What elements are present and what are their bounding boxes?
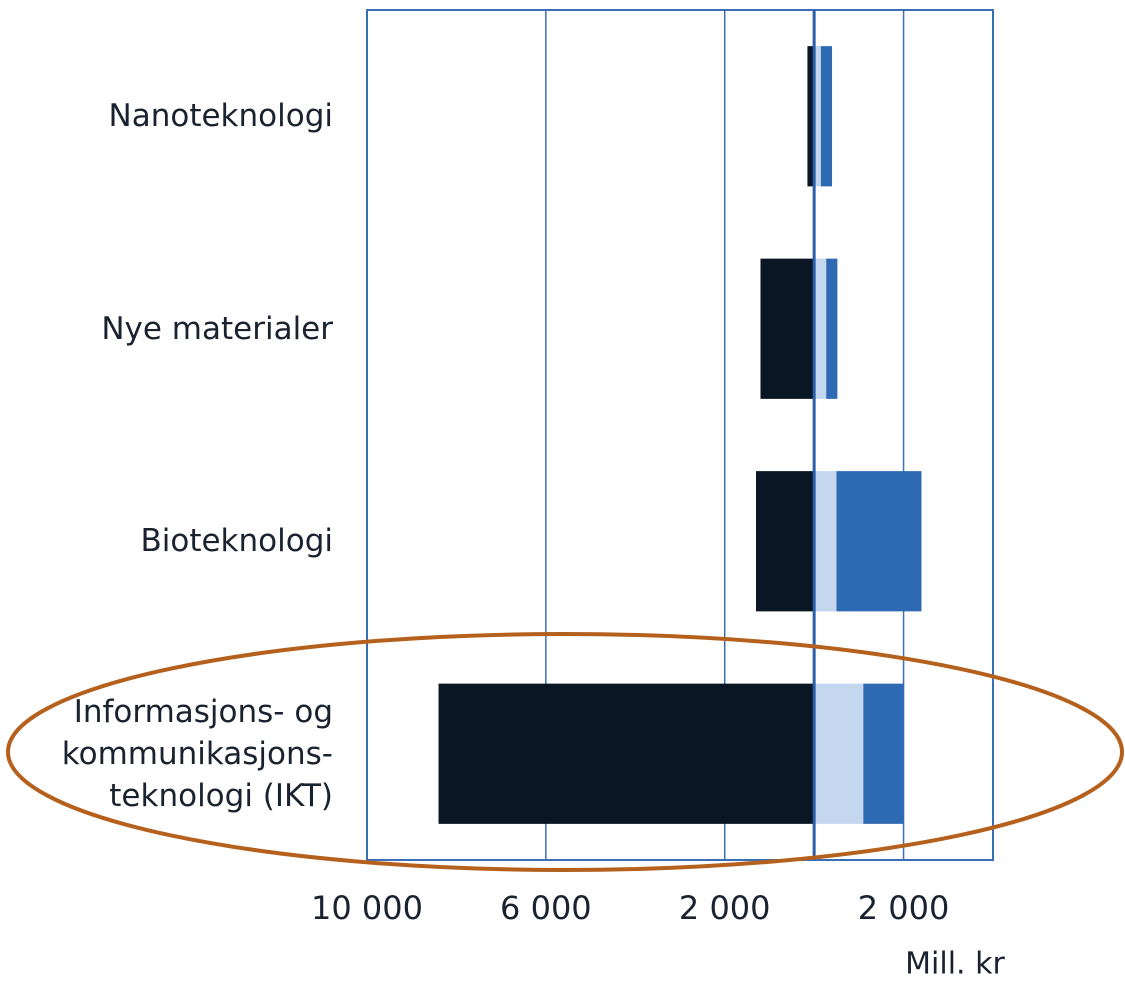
bar bbox=[863, 683, 904, 824]
y-tick-label: Bioteknologi bbox=[140, 523, 333, 560]
bar bbox=[836, 471, 922, 612]
x-tick-label: 2 000 bbox=[858, 889, 950, 927]
bar bbox=[760, 258, 815, 399]
y-tick-label: Nanoteknologi bbox=[108, 98, 333, 135]
bar bbox=[820, 46, 833, 187]
bar bbox=[438, 683, 815, 824]
x-axis-label: Mill. kr bbox=[905, 947, 1005, 981]
bar bbox=[826, 258, 838, 399]
bar bbox=[814, 46, 821, 187]
y-tick-label: Nye materialer bbox=[101, 310, 333, 347]
bar bbox=[756, 471, 815, 612]
bar bbox=[814, 471, 837, 612]
x-tick-label: 10 000 bbox=[311, 889, 423, 927]
x-tick-label: 2 000 bbox=[679, 889, 771, 927]
y-tick-label: Informasjons- og kommunikasjons- teknolo… bbox=[61, 693, 333, 814]
bar bbox=[807, 46, 815, 187]
bar bbox=[814, 683, 864, 824]
highlight-ellipse bbox=[6, 632, 1124, 872]
x-tick-label: 6 000 bbox=[500, 889, 592, 927]
bar bbox=[814, 258, 827, 399]
